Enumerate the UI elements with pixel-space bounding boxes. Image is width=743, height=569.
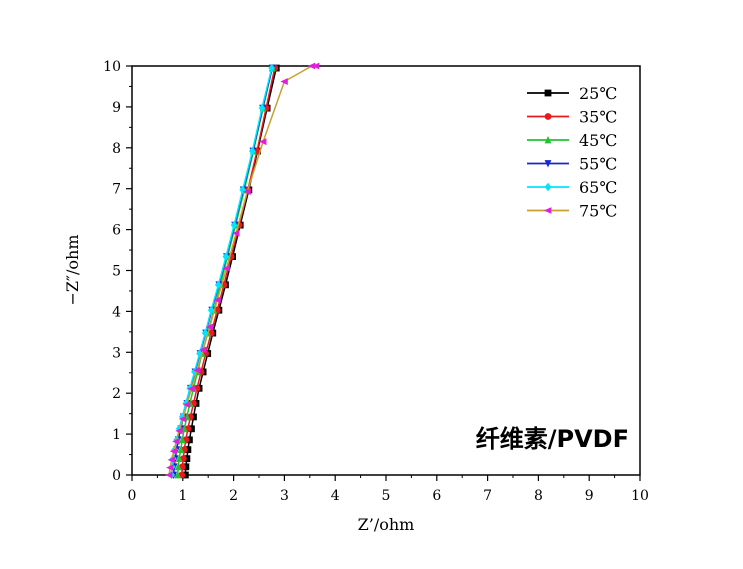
data-point [222,252,230,261]
data-point [165,471,173,479]
data-point [258,103,266,113]
data-point [182,401,191,409]
data-point [175,427,183,435]
data-point [167,456,176,464]
x-tick-label: 7 [483,488,492,504]
data-point [193,366,201,374]
data-point [174,471,182,479]
data-point [166,464,174,472]
data-point [213,296,221,304]
legend-entry: 55℃ [527,155,617,174]
data-point [268,63,276,73]
data-point [183,455,191,463]
x-tick-label: 3 [280,488,289,504]
y-tick-label: 10 [103,59,121,75]
data-point [182,463,190,471]
y-tick-label: 5 [112,264,121,280]
data-point [214,280,222,290]
legend-label: 45℃ [579,131,617,150]
data-point [544,113,552,120]
y-tick-label: 1 [112,427,121,443]
series-25℃ [181,64,280,479]
data-point [243,188,251,195]
sample-annotation: 纤维素/PVDF [476,425,629,453]
data-point [222,265,230,272]
data-point [544,89,552,97]
legend-label: 65℃ [579,178,617,197]
data-point [307,62,316,70]
x-tick-label: 6 [432,488,441,504]
data-point [199,346,207,354]
y-axis-title: −Z″/ohm [63,235,82,306]
data-point [201,328,209,338]
series-line [184,67,278,476]
data-point [207,305,215,315]
legend-entry: 45℃ [527,131,617,150]
series-75℃ [165,62,320,479]
data-point [177,445,185,454]
data-point [172,438,180,445]
data-point [174,462,182,471]
legend-entry: 75℃ [527,202,617,221]
data-point [544,160,552,168]
y-tick-label: 4 [112,304,121,320]
data-point [230,220,238,230]
legend-entry: 35℃ [527,108,617,127]
y-tick-label: 8 [112,141,121,157]
data-point [280,78,288,85]
data-point [239,185,247,195]
data-point [544,207,552,214]
x-tick-label: 2 [229,488,238,504]
data-point [187,385,195,393]
data-point [248,146,256,156]
data-point [188,425,195,433]
y-tick-label: 7 [112,182,121,198]
x-axis-title: Z’/ohm [358,515,415,534]
data-point [544,136,552,144]
legend: 25℃ 35℃ 45℃ 55℃ 65℃ 75℃ [527,84,617,221]
plot-frame [131,65,641,476]
x-tick-label: 1 [178,488,187,504]
data-point [178,435,186,444]
y-tick-label: 9 [112,100,121,116]
series-layer [165,62,320,480]
x-tick-label: 9 [585,488,594,504]
data-point [205,323,214,331]
data-point [184,446,192,454]
data-point [232,229,240,237]
y-tick-label: 0 [112,468,121,484]
data-point [186,436,193,444]
legend-label: 55℃ [579,155,617,174]
data-point [169,447,178,455]
data-point [544,182,552,192]
x-tick-label: 0 [128,488,137,504]
x-tick-label: 4 [331,488,340,504]
data-point [178,415,187,423]
x-tick-label: 10 [631,488,649,504]
data-point [311,62,320,70]
data-point [175,454,183,463]
y-tick-label: 2 [112,386,121,402]
y-tick-label: 6 [112,223,121,239]
legend-entry: 65℃ [527,178,617,197]
y-tick-label: 3 [112,345,121,361]
legend-label: 75℃ [579,202,617,221]
x-tick-label: 8 [534,488,543,504]
data-point [181,471,189,479]
x-tick-label: 5 [382,488,391,504]
legend-label: 25℃ [579,84,617,103]
axes: 0 1 2 3 4 5 6 7 8 9 10 0 1 2 3 4 5 6 7 8 9 10 [103,59,649,504]
legend-entry: 25℃ [527,84,617,103]
legend-label: 35℃ [579,108,617,127]
data-point [259,138,267,146]
